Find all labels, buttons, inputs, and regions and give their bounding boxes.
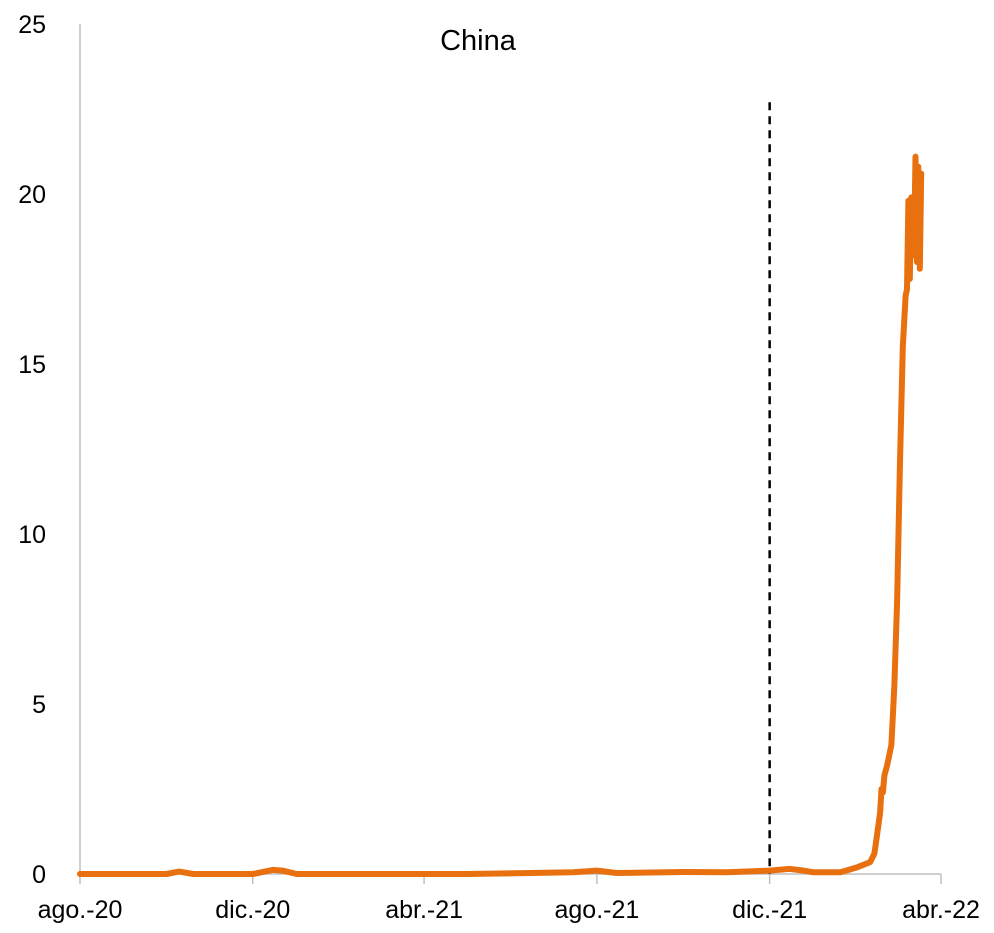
y-tick-label: 15 bbox=[18, 351, 46, 379]
y-tick-label: 25 bbox=[18, 11, 46, 39]
axes bbox=[79, 24, 941, 875]
x-tick-label: abr.-22 bbox=[902, 896, 980, 924]
x-tick-label: abr.-21 bbox=[385, 896, 463, 924]
y-tick-label: 5 bbox=[32, 691, 46, 719]
y-axis-ticks: 0 5 10 15 20 25 bbox=[18, 11, 46, 889]
y-tick-label: 10 bbox=[18, 521, 46, 549]
chart-title: China bbox=[440, 25, 517, 57]
series-line bbox=[77, 153, 925, 877]
x-tick-label: dic.-21 bbox=[732, 896, 807, 924]
y-tick-label: 20 bbox=[18, 181, 46, 209]
x-tick-label: ago.-21 bbox=[554, 896, 639, 924]
x-tick-label: ago.-20 bbox=[38, 896, 123, 924]
x-axis-ticks: ago.-20 dic.-20 abr.-21 ago.-21 dic.-21 abr.-… bbox=[38, 874, 980, 924]
series-group bbox=[77, 153, 925, 877]
y-tick-label: 0 bbox=[32, 861, 46, 889]
x-tick-label: dic.-20 bbox=[215, 896, 290, 924]
